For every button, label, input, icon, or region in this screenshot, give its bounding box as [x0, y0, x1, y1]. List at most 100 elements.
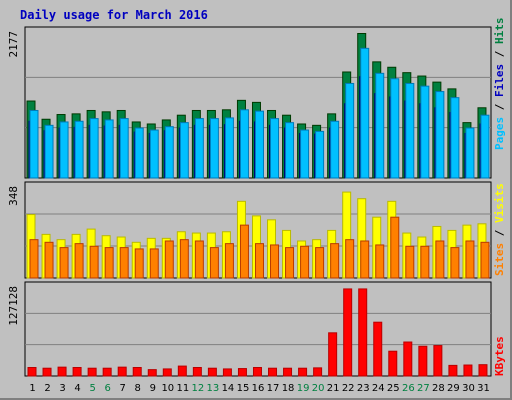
legend-item-visits: Visits [493, 183, 506, 223]
bar-sites-day-31 [480, 241, 490, 279]
bar-pages-day-19 [300, 129, 310, 179]
bar-sites-day-20 [315, 247, 325, 279]
bar-sites-day-24 [375, 244, 385, 279]
bar-sites-day-10 [164, 240, 174, 279]
bar-kbytes-day-16 [252, 367, 262, 377]
legend-item-pages: Pages [493, 117, 506, 150]
bar-sites-day-13 [209, 247, 219, 279]
bar-pages-day-31 [480, 114, 490, 179]
bar-pages-day-6 [104, 119, 114, 179]
day-label-13: 13 [207, 383, 220, 394]
day-label-21: 21 [327, 383, 340, 394]
bar-pages-day-1 [29, 109, 39, 179]
bar-sites-day-6 [104, 247, 114, 279]
bar-sites-day-19 [300, 245, 310, 279]
bar-sites-day-7 [119, 247, 129, 279]
bar-kbytes-day-7 [117, 366, 127, 377]
bar-pages-day-28 [435, 91, 445, 179]
bar-kbytes-day-14 [222, 368, 232, 377]
bar-pages-day-2 [44, 124, 54, 179]
day-label-28: 28 [432, 383, 445, 394]
bar-kbytes-day-23 [358, 288, 368, 377]
bar-kbytes-day-25 [388, 350, 398, 377]
bar-kbytes-day-13 [207, 367, 217, 377]
bar-sites-day-22 [345, 239, 355, 279]
bar-sites-day-16 [254, 243, 264, 279]
max-label-kbytes: 127128 [7, 286, 20, 326]
legend-hits_files_pages: Pages / Files / Hits [493, 18, 506, 151]
day-label-11: 11 [176, 383, 189, 394]
day-label-15: 15 [237, 383, 250, 394]
day-label-7: 7 [120, 383, 126, 394]
day-label-16: 16 [252, 383, 265, 394]
bar-sites-day-18 [285, 247, 295, 279]
bar-kbytes-day-1 [27, 367, 37, 377]
bar-sites-day-21 [330, 243, 340, 279]
day-label-20: 20 [312, 383, 325, 394]
bar-sites-day-26 [405, 245, 415, 279]
bar-kbytes-day-27 [418, 345, 428, 377]
day-label-18: 18 [282, 383, 295, 394]
bar-kbytes-day-24 [373, 321, 383, 377]
bar-pages-day-21 [330, 120, 340, 179]
bar-sites-day-5 [89, 245, 99, 279]
bar-pages-day-24 [375, 72, 385, 179]
bar-kbytes-day-4 [72, 367, 82, 377]
bar-sites-day-1 [29, 239, 39, 279]
bar-pages-day-8 [134, 127, 144, 179]
bar-sites-day-8 [134, 248, 144, 279]
day-label-9: 9 [150, 383, 156, 394]
max-label-hits_files_pages: 2177 [7, 31, 20, 58]
bar-kbytes-day-30 [463, 364, 473, 377]
bar-pages-day-20 [315, 130, 325, 179]
bar-kbytes-day-11 [177, 365, 187, 377]
bar-sites-day-29 [450, 247, 460, 279]
bar-kbytes-day-3 [57, 366, 67, 377]
day-label-12: 12 [192, 383, 205, 394]
day-label-25: 25 [387, 383, 400, 394]
bar-pages-day-15 [239, 109, 249, 179]
legend-kbytes: KBytes [493, 336, 506, 376]
bar-pages-day-29 [450, 97, 460, 179]
legend-item-sites: Sites [493, 243, 506, 276]
day-label-29: 29 [447, 383, 460, 394]
bar-sites-day-9 [149, 248, 159, 279]
bar-kbytes-day-22 [343, 288, 353, 377]
day-label-5: 5 [89, 383, 95, 394]
bar-pages-day-18 [285, 122, 295, 179]
bar-pages-day-11 [179, 122, 189, 179]
bar-kbytes-day-12 [192, 367, 202, 377]
bar-sites-day-15 [239, 224, 249, 279]
legend-item-hits: Hits [493, 18, 506, 45]
day-label-6: 6 [104, 383, 110, 394]
bar-pages-day-17 [270, 118, 280, 179]
legend-visits_sites: Sites / Visits [493, 183, 506, 276]
day-label-8: 8 [135, 383, 141, 394]
bar-kbytes-day-8 [132, 367, 142, 377]
bar-kbytes-day-21 [328, 332, 338, 377]
bar-sites-day-17 [270, 244, 280, 279]
day-label-2: 2 [44, 383, 50, 394]
bar-kbytes-day-17 [268, 367, 278, 377]
day-label-26: 26 [402, 383, 415, 394]
day-label-30: 30 [462, 383, 475, 394]
legend-item-files: Files [493, 64, 506, 97]
panel-kbytes [24, 281, 492, 377]
bar-pages-day-7 [119, 118, 129, 179]
legend-separator: / [493, 97, 506, 117]
bar-pages-day-13 [209, 118, 219, 179]
bar-kbytes-day-10 [162, 368, 172, 377]
bar-pages-day-30 [465, 127, 475, 179]
bar-kbytes-day-5 [87, 367, 97, 377]
day-label-14: 14 [222, 383, 235, 394]
bar-sites-day-12 [194, 240, 204, 279]
bar-pages-day-3 [59, 121, 69, 179]
bar-sites-day-30 [465, 240, 475, 279]
day-label-3: 3 [59, 383, 65, 394]
day-label-17: 17 [267, 383, 280, 394]
bar-kbytes-day-28 [433, 345, 443, 377]
bar-sites-day-14 [224, 243, 234, 279]
bar-sites-day-3 [59, 247, 69, 279]
